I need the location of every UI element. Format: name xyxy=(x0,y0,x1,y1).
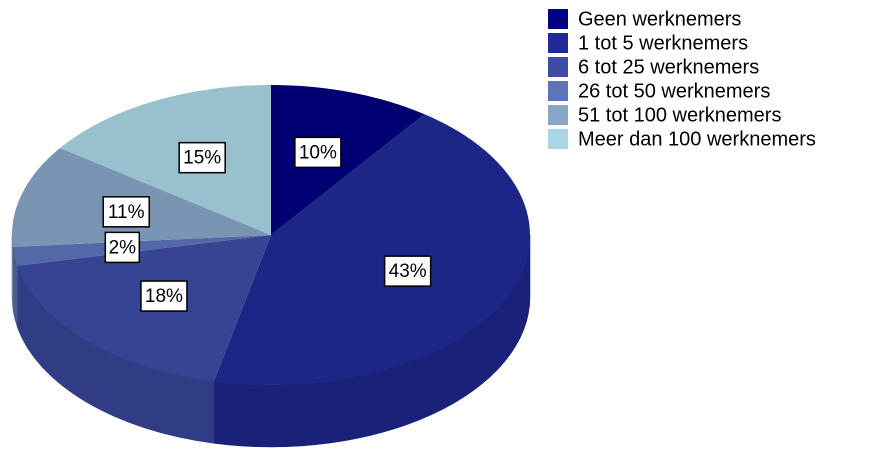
legend-swatch xyxy=(548,57,568,77)
legend-label: Geen werknemers xyxy=(578,8,741,30)
data-label-box xyxy=(104,231,141,264)
legend-label: Meer dan 100 werknemers xyxy=(578,128,816,150)
data-label-box xyxy=(102,196,150,228)
data-label: 11% xyxy=(108,202,145,223)
legend-label: 6 tot 25 werknemers xyxy=(578,56,759,78)
legend-swatch xyxy=(548,33,568,53)
data-label-box xyxy=(294,136,342,169)
data-label: 10% xyxy=(299,142,337,163)
data-label: 2% xyxy=(109,237,137,258)
legend-label: 51 tot 100 werknemers xyxy=(578,104,781,126)
slice-side xyxy=(11,234,14,309)
slice xyxy=(213,114,530,385)
legend-swatch xyxy=(548,105,568,125)
data-label: 43% xyxy=(389,261,427,282)
slice xyxy=(60,85,272,235)
data-label-box xyxy=(140,280,188,312)
slice xyxy=(271,85,425,235)
legend-label: 1 tot 5 werknemers xyxy=(578,32,748,54)
legend-swatch xyxy=(548,81,568,101)
legend-swatch xyxy=(548,129,568,149)
legend-swatch xyxy=(548,9,568,29)
legend-label: 26 tot 50 werknemers xyxy=(578,80,770,102)
data-label: 15% xyxy=(183,148,221,169)
data-label: 18% xyxy=(145,286,183,307)
data-label-box xyxy=(178,141,226,174)
slice xyxy=(12,235,272,266)
data-label-box xyxy=(383,255,432,287)
